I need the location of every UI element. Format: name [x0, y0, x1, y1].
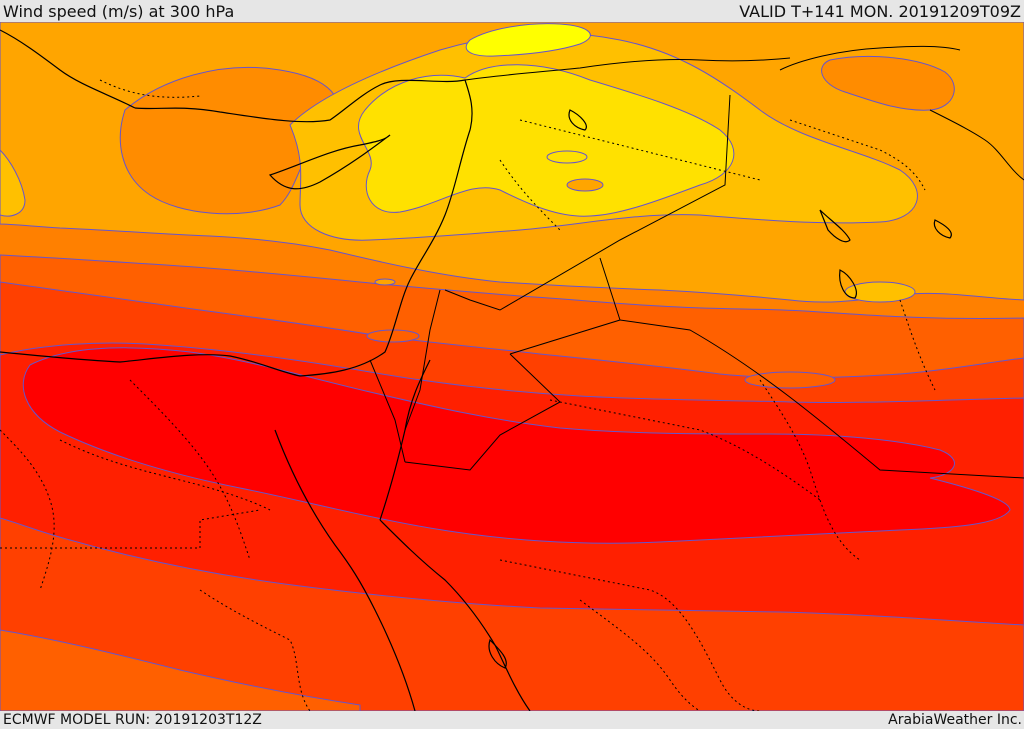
footer-bar: ECMWF MODEL RUN: 20191203T12Z ArabiaWeat… — [0, 711, 1024, 729]
band-left-yellow — [0, 149, 26, 217]
contour-island — [744, 371, 836, 389]
map-title: Wind speed (m/s) at 300 hPa — [3, 1, 235, 21]
contour-island — [374, 278, 396, 286]
contour-island — [844, 281, 916, 303]
band-pale-yellow — [465, 23, 591, 57]
internal-boundaries — [0, 79, 936, 711]
coastlines — [0, 29, 952, 711]
band-core-red — [22, 347, 1011, 544]
contour-island — [546, 150, 588, 164]
header-bar: Wind speed (m/s) at 300 hPa VALID T+141 … — [0, 0, 1024, 22]
political-borders — [369, 45, 1024, 479]
credit: ArabiaWeather Inc. — [888, 712, 1022, 728]
band-bright-yellow — [358, 64, 735, 217]
model-run: ECMWF MODEL RUN: 20191203T12Z — [3, 712, 262, 728]
wind-speed-map — [0, 22, 1024, 711]
contour-island — [566, 178, 604, 192]
valid-time: VALID T+141 MON. 20191209T09Z — [739, 1, 1021, 21]
band-southwest-orange — [0, 629, 361, 711]
